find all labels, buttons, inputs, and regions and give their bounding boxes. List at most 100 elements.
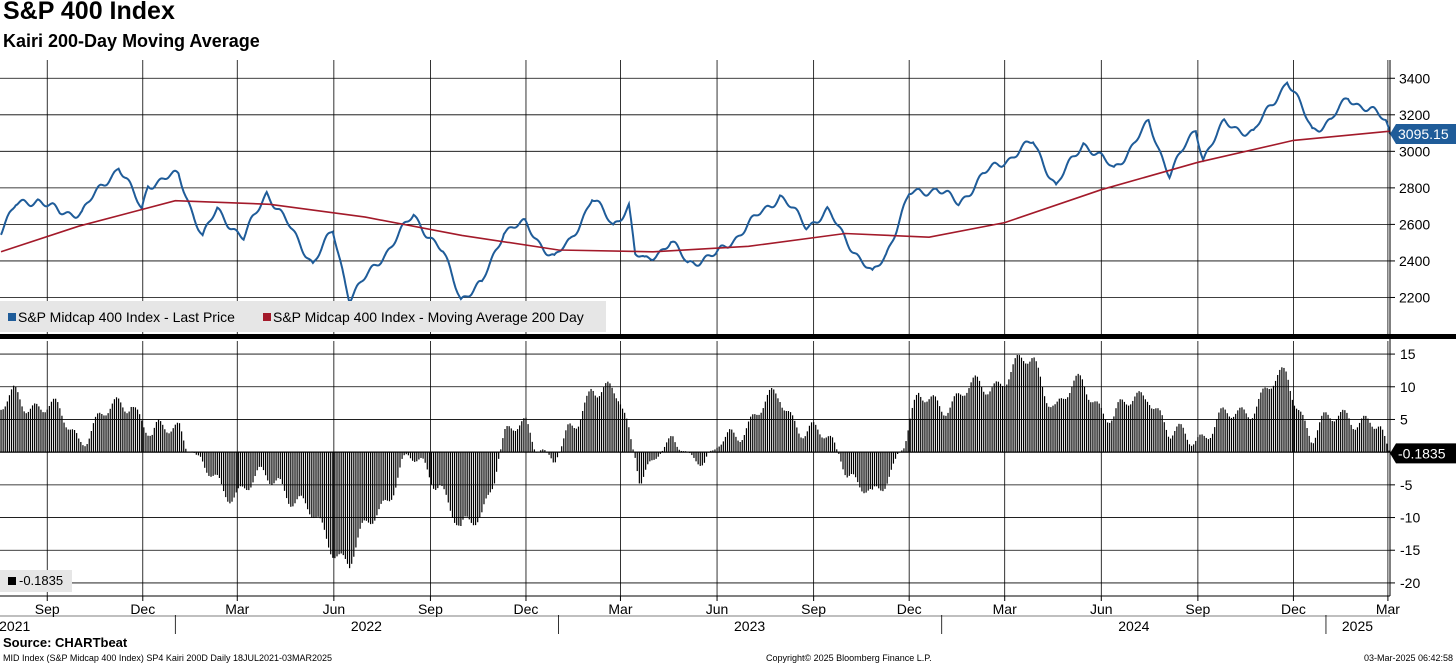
kairi-bar xyxy=(82,445,84,453)
kairi-bar xyxy=(561,446,563,453)
kairi-bar xyxy=(674,442,676,453)
kairi-bar xyxy=(573,427,575,453)
kairi-bar xyxy=(302,452,305,499)
xtick-label: Mar xyxy=(608,601,632,617)
kairi-bar xyxy=(985,394,987,453)
kairi-bar xyxy=(575,428,577,453)
kairi-bar xyxy=(1188,444,1191,453)
kairi-bar xyxy=(307,452,309,510)
kairi-bar xyxy=(626,418,628,453)
kairi-bar xyxy=(29,408,32,453)
kairi-bar xyxy=(157,419,160,453)
kairi-bar xyxy=(1043,396,1046,453)
kairi-bar xyxy=(132,406,134,453)
kairi-bar xyxy=(729,429,731,453)
kairi-bar xyxy=(934,396,937,453)
kairi-bar xyxy=(588,391,590,453)
kairi-bar xyxy=(571,425,573,453)
kairi-bar xyxy=(500,449,502,453)
ytick-label-bottom: 10 xyxy=(1400,379,1416,395)
kairi-bar xyxy=(804,436,806,453)
kairi-bar xyxy=(1159,410,1161,453)
kairi-bar xyxy=(519,425,521,453)
kairi-bar xyxy=(752,414,754,453)
kairi-bar xyxy=(1312,443,1314,453)
kairi-bar xyxy=(1132,400,1134,453)
kairi-bar xyxy=(1002,385,1004,453)
kairi-bar xyxy=(1287,379,1289,453)
kairi-bar xyxy=(1199,434,1201,453)
kairi-bar xyxy=(409,452,412,459)
kairi-bar xyxy=(781,407,783,453)
kairi-bar xyxy=(283,452,286,491)
kairi-bar xyxy=(426,452,428,470)
kairi-bar xyxy=(2,409,4,453)
kairi-bar xyxy=(254,452,256,477)
kairi-bar xyxy=(172,428,174,453)
timestamp: 03-Mar-2025 06:42:58 xyxy=(1363,653,1453,663)
kairi-bar xyxy=(838,452,840,454)
kairi-bar xyxy=(447,452,449,503)
kairi-bar xyxy=(1029,361,1031,453)
kairi-bar xyxy=(951,401,953,453)
kairi-bar xyxy=(827,436,829,453)
kairi-bar xyxy=(1220,408,1222,453)
xtick-label: Sep xyxy=(801,601,826,617)
kairi-bar xyxy=(1054,404,1056,453)
kairi-bar xyxy=(1090,402,1092,453)
kairi-bar xyxy=(1361,418,1363,453)
kairi-bar xyxy=(1371,426,1373,453)
kairi-bar xyxy=(424,452,426,463)
kairi-bar xyxy=(86,444,88,453)
kairi-bar xyxy=(1358,422,1361,453)
kairi-bar xyxy=(189,451,191,453)
kairi-bar xyxy=(1247,417,1249,453)
kairi-bar xyxy=(1283,367,1285,453)
kairi-bar xyxy=(321,452,323,523)
kairi-bar xyxy=(294,452,296,504)
kairi-bar xyxy=(363,452,365,521)
bottom-legend-box xyxy=(0,570,72,592)
kairi-bar xyxy=(682,451,685,453)
kairi-bar xyxy=(218,452,221,478)
kairi-bar xyxy=(1146,401,1149,453)
kairi-bar xyxy=(945,415,947,453)
kairi-bar xyxy=(99,412,101,453)
kairi-bar xyxy=(1039,376,1042,453)
kairi-bar xyxy=(617,401,619,453)
kairi-bar xyxy=(1004,386,1006,453)
kairi-bar xyxy=(1027,363,1029,453)
kairi-bar xyxy=(1218,412,1220,453)
kairi-bar xyxy=(718,446,720,453)
kairi-bar xyxy=(852,452,855,475)
kairi-bar xyxy=(964,395,966,453)
ytick-label-bottom: -20 xyxy=(1400,575,1420,591)
kairi-bar xyxy=(229,452,231,504)
kairi-bar xyxy=(330,452,332,555)
moving-average-line xyxy=(0,130,1391,253)
kairi-bar xyxy=(1123,401,1125,453)
kairi-bar xyxy=(720,444,722,453)
kairi-bar xyxy=(540,450,542,453)
kairi-bar xyxy=(978,380,981,453)
kairi-bar xyxy=(775,393,777,453)
kairi-bar xyxy=(783,410,785,453)
kairi-bar xyxy=(376,452,378,516)
top-legend-box xyxy=(0,301,606,332)
kairi-bar xyxy=(1203,435,1205,453)
kairi-bar xyxy=(619,404,622,453)
kairi-bar xyxy=(491,452,493,490)
kairi-bar xyxy=(1182,427,1184,453)
kairi-bar xyxy=(401,452,403,459)
kairi-bar xyxy=(378,452,380,510)
kairi-bar xyxy=(695,452,697,462)
kairi-bar xyxy=(1249,419,1251,453)
kairi-bar xyxy=(481,452,483,513)
kairi-bar xyxy=(966,392,968,453)
kairi-bar xyxy=(1329,418,1331,453)
kairi-bar xyxy=(592,390,594,453)
xtick-label: Sep xyxy=(35,601,60,617)
kairi-bar xyxy=(785,411,787,453)
kairi-bar xyxy=(319,452,321,519)
kairi-bar xyxy=(1335,419,1338,453)
